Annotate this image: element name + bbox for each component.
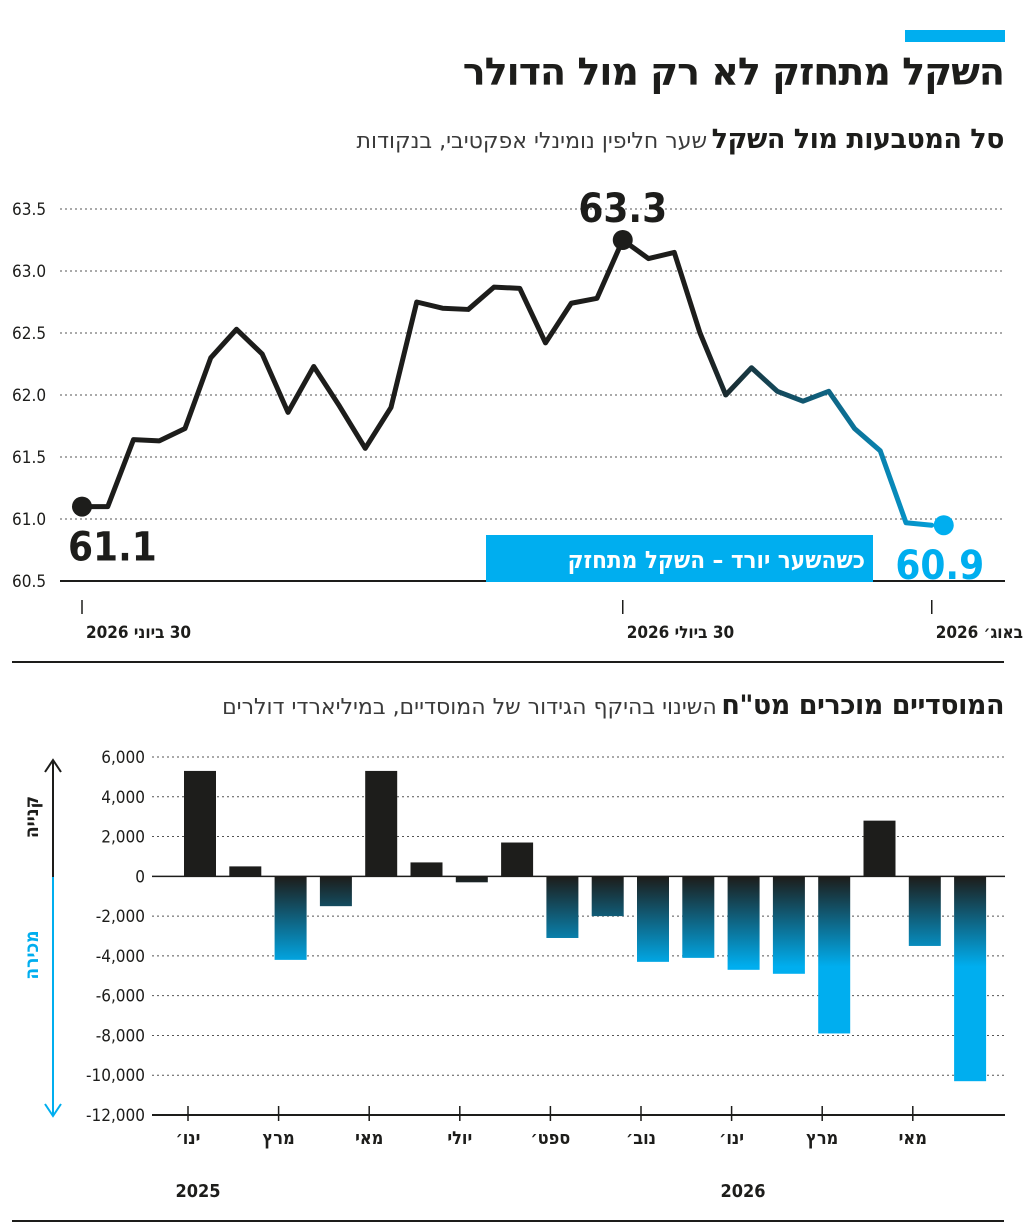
line-y-tick-label: 61.5 bbox=[12, 448, 46, 468]
bar bbox=[184, 770, 216, 877]
bottom-divider bbox=[12, 1220, 1004, 1222]
buy-label: קנייה bbox=[21, 796, 43, 838]
bar-y-tick-label: 6,000 bbox=[101, 748, 145, 768]
annotation-box bbox=[486, 535, 873, 582]
bar-month-label: נוב׳ bbox=[626, 1128, 656, 1149]
bar bbox=[818, 876, 851, 1034]
accent-bar bbox=[905, 30, 1005, 42]
line-y-tick-label: 62.5 bbox=[12, 324, 46, 344]
line-y-tick-label: 63.5 bbox=[12, 200, 46, 220]
bar-month-label: יולי bbox=[447, 1128, 472, 1149]
peak-value-label: 63.3 bbox=[578, 186, 667, 232]
end-point bbox=[933, 515, 954, 536]
bar bbox=[772, 876, 805, 974]
year-label-2025: 2025 bbox=[175, 1181, 220, 1202]
bar-chart-title: המוסדיים מוכרים מט"ח bbox=[721, 690, 1004, 721]
line-chart-subtitle: שער חליפין נומינלי אפקטיבי, בנקודות bbox=[356, 129, 708, 154]
bar-month-label: מאי bbox=[899, 1128, 927, 1149]
bar-chart-heading: המוסדיים מוכרים מט"ח השינוי בהיקף הגידור… bbox=[222, 690, 1004, 721]
bar bbox=[319, 876, 352, 907]
bar bbox=[591, 876, 624, 917]
bar bbox=[954, 876, 987, 1082]
bar-y-tick-label: -6,000 bbox=[96, 987, 145, 1007]
start-point bbox=[72, 496, 92, 517]
bar-y-tick-label: -12,000 bbox=[86, 1106, 145, 1126]
bar-y-tick-label: -10,000 bbox=[86, 1066, 145, 1086]
peak-point bbox=[612, 230, 633, 250]
bar bbox=[455, 876, 488, 883]
bar-month-label: ינו׳ bbox=[719, 1128, 744, 1149]
year-label-2026: 2026 bbox=[720, 1181, 765, 1202]
line-chart: 63.5 63.0 62.5 62.0 61.5 61.0 60.5 30 ביוני 202… bbox=[12, 186, 1024, 643]
line-series bbox=[79, 237, 935, 528]
bar-month-label: ספט׳ bbox=[530, 1128, 570, 1149]
page-title: השקל מתחזק לא רק מול הדולר bbox=[462, 50, 1005, 94]
bar bbox=[863, 820, 896, 877]
bar-y-tick-label: 2,000 bbox=[101, 828, 145, 848]
bar-chart: 6,000 4,000 2,000 0 -2,000 -4,000 -6,000 -8,000… bbox=[21, 748, 1005, 1202]
annotation-text: כשהשער יורד – השקל מתחזק bbox=[568, 546, 865, 574]
bar bbox=[682, 876, 715, 958]
line-y-tick-label: 62.0 bbox=[12, 386, 46, 406]
bar bbox=[727, 876, 760, 970]
bar-y-tick-label: -4,000 bbox=[96, 947, 145, 967]
start-value-label: 61.1 bbox=[68, 525, 157, 571]
bar-y-tick-label: 0 bbox=[135, 867, 145, 887]
line-x-tick-label: 17 באוג׳ 2026 bbox=[936, 623, 1024, 643]
line-y-tick-label: 60.5 bbox=[12, 572, 46, 592]
line-x-tick-label: 30 ביולי 2026 bbox=[627, 623, 734, 643]
sell-arrow-head bbox=[44, 1103, 62, 1118]
line-chart-title: סל המטבעות מול השקל bbox=[711, 124, 1005, 155]
bar bbox=[637, 876, 669, 962]
bar-month-label: מרץ bbox=[263, 1128, 295, 1149]
bar-month-label: מאי bbox=[355, 1128, 383, 1149]
bar bbox=[410, 862, 443, 877]
bar-y-tick-label: -8,000 bbox=[96, 1026, 145, 1046]
bar-month-label: מרץ bbox=[806, 1128, 838, 1149]
bar bbox=[501, 842, 534, 877]
bar-y-tick-label: 4,000 bbox=[101, 788, 145, 808]
line-y-tick-label: 61.0 bbox=[12, 510, 46, 530]
end-value-label: 60.9 bbox=[895, 543, 984, 589]
bar bbox=[229, 866, 262, 877]
bar-y-tick-label: -2,000 bbox=[96, 907, 145, 927]
section-divider bbox=[12, 661, 1004, 663]
bar bbox=[908, 876, 941, 946]
bar-month-label: ינו׳ bbox=[176, 1128, 201, 1149]
line-y-tick-label: 63.0 bbox=[12, 262, 46, 282]
line-x-tick-label: 30 ביוני 2026 bbox=[86, 623, 191, 643]
sell-label: מכירה bbox=[21, 930, 43, 979]
bar-chart-subtitle: השינוי בהיקף הגידור של המוסדיים, במיליאר… bbox=[222, 695, 717, 720]
bar bbox=[274, 876, 307, 960]
bar bbox=[365, 770, 398, 877]
line-chart-heading: סל המטבעות מול השקל שער חליפין נומינלי א… bbox=[357, 124, 1005, 155]
bar bbox=[546, 876, 579, 938]
buy-arrow-head bbox=[44, 758, 62, 773]
